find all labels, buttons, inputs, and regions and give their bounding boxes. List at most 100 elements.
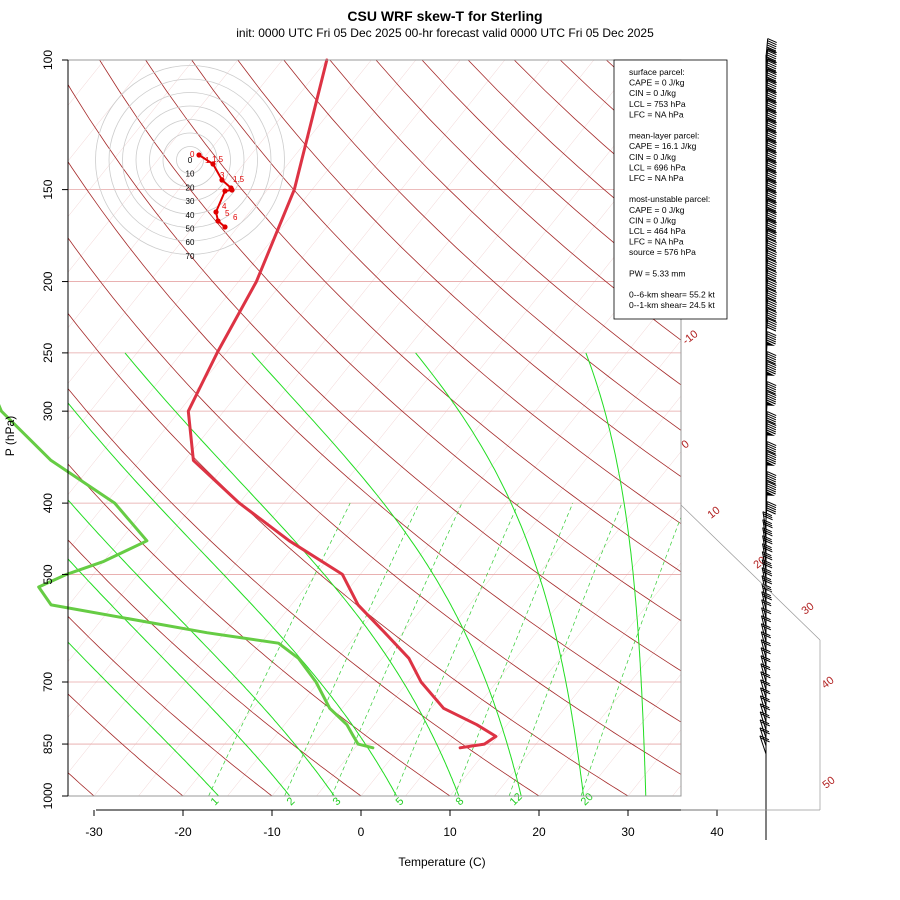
hodo-ring [108,78,272,242]
dewpoint-point [346,723,348,726]
y-axis-label: P (hPa) [3,416,17,456]
mixing-ratio-line [284,502,420,796]
wind-barb-flag [762,555,773,561]
wind-barb-flag [759,735,770,741]
wind-barb-flag [767,258,777,264]
hodo-ring [122,92,258,228]
mixing-ratio-label: 20 [579,791,596,808]
indices-frame [613,59,728,320]
dry-adiabat [99,60,681,622]
wind-barb-flag [767,242,777,248]
wind-barb-flag [767,82,777,88]
moist-adiabat [68,641,219,796]
wind-barb-flag [762,519,773,525]
dry-adiabat [68,693,184,796]
wind-barb-flag [759,711,770,717]
dry-adiabat [68,161,681,723]
moist-adiabat [68,499,335,796]
wind-barb-flag [766,176,777,182]
temperature-point [495,735,497,738]
wind-barb-flag [767,310,777,316]
y-tick-label: 500 [41,564,55,584]
wind-barb-flag [767,142,777,148]
wind-barb-flag [766,505,777,511]
wind-barb-flag [766,419,776,425]
wind-barb-flag [767,180,777,186]
wind-barb-flag [766,304,777,310]
temperature-point [255,280,258,283]
wind-barb-flag [762,551,772,557]
index-line: surface parcel: [629,67,685,77]
isotherm-minor [68,60,372,440]
wind-barb-flag [767,250,777,256]
wind-barb-flag [766,415,777,421]
wind-barb-flag [766,306,777,312]
dry-adiabat [68,539,362,796]
wind-barb-flag [766,188,776,194]
wind-barb-flag [766,399,776,405]
wind-barb-flag [760,703,770,709]
wind-barb-flag [766,387,777,393]
wind-barb-flag [767,232,777,238]
dewpoint-point [328,707,331,710]
wind-barb-flag [767,118,777,124]
frame-edge [680,504,821,641]
wind-barb-flag [763,539,773,545]
hodo-point [215,218,221,224]
wind-barb-flag [766,509,776,515]
wind-barb-staff [765,38,769,58]
hodo-ring-label: 20 [186,183,195,192]
wind-barb-flag [766,196,777,202]
wind-barb-flag [767,102,777,108]
wind-barb-flag [767,272,777,278]
wind-barb-flag [762,511,773,517]
wind-barb-flag [762,535,772,541]
wind-barb-flag [761,601,772,607]
wind-barb-flag [762,527,772,533]
wind-barb-flag [766,339,776,345]
wind-barb-flag [767,162,777,168]
wind-barb-flag [766,104,777,110]
x-tick-label: 0 [358,825,365,839]
wind-barb-flag [766,445,777,451]
wind-barb-flag [767,302,777,308]
wind-barb-flag [766,86,777,92]
wind-barb-flag [767,202,777,208]
wind-barb-flag [766,48,776,54]
wind-barb-flag [766,266,777,272]
wind-barb-flag [766,296,777,302]
wind-barb-flag [763,531,773,537]
dry-adiabat [698,60,900,796]
plot-frame [67,59,682,797]
wind-barb-flag [760,663,771,669]
wind-barb-flag [766,391,777,397]
mixing-ratio-line [331,502,463,796]
dry-adiabat [237,60,681,478]
wind-barb-flag [766,473,777,479]
temperature-point [459,747,461,749]
wind-barb-flag [766,68,776,74]
wind-barb-flag [766,76,777,82]
index-line: CAPE = 16.1 J/kg [629,141,697,151]
dry-adiabat [191,60,681,525]
wind-barb-flag [766,355,777,361]
hodo-ring-label: 40 [186,211,195,220]
dewpoint-point [113,502,116,504]
hodo-ring-label: 0 [188,156,193,165]
wind-barb-flag [767,60,777,66]
wind-barb-flag [767,210,777,216]
wind-barb-flag [760,671,771,677]
wind-barb-flag [766,154,777,160]
wind-barb-flag [766,114,777,120]
isotherm-minor [68,60,238,273]
y-tick-label: 200 [41,271,55,291]
mixing-ratio-line [393,502,519,796]
isotherm-minor [68,60,505,607]
wind-barb-flag [767,122,777,128]
wind-barb-flag [767,270,777,276]
wind-barb-flag [767,168,777,174]
isotherm-label: 40 [819,674,836,691]
wind-barb-flag [766,274,777,280]
